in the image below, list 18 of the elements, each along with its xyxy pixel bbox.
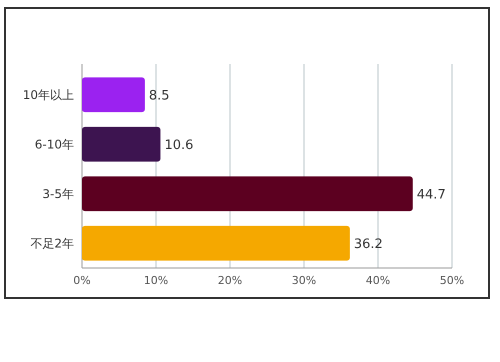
y-tick-label: 10年以上 bbox=[22, 88, 74, 102]
data-label: 10.6 bbox=[164, 138, 194, 153]
bar bbox=[82, 176, 413, 212]
x-tick-label: 50% bbox=[440, 274, 464, 287]
data-label: 36.2 bbox=[354, 236, 383, 252]
x-tick-label: 0% bbox=[73, 274, 91, 287]
x-tick-label: 40% bbox=[366, 274, 390, 287]
bar bbox=[82, 126, 160, 162]
x-tick-label: 20% bbox=[218, 274, 242, 287]
x-tick-label: 30% bbox=[292, 274, 316, 287]
data-label: 44.7 bbox=[416, 187, 446, 202]
y-tick-label: 不足2年 bbox=[30, 236, 74, 250]
y-tick-label: 3-5年 bbox=[42, 186, 74, 201]
x-tick-label: 10% bbox=[144, 274, 168, 287]
bar bbox=[82, 226, 350, 261]
y-tick-label: 6-10年 bbox=[34, 137, 74, 152]
data-label: 8.5 bbox=[148, 88, 170, 104]
bar bbox=[82, 77, 145, 112]
